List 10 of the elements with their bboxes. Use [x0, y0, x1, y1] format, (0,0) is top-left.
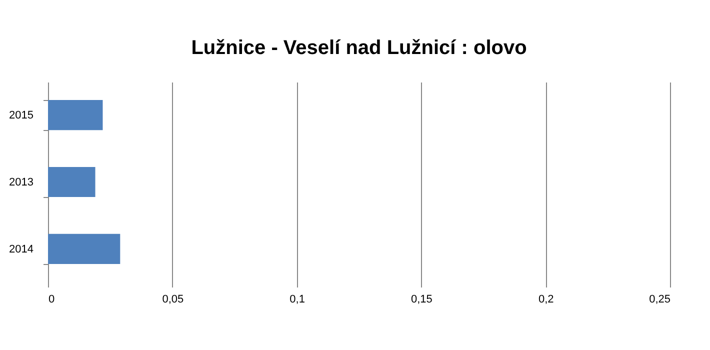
y-tick-label: 2014	[9, 243, 34, 256]
x-tick-label: 0,05	[162, 294, 184, 306]
y-tick-label: 2013	[9, 176, 34, 188]
chart-title: Lužnice - Veselí nad Lužnicí : olovo	[191, 37, 527, 59]
x-tick-label: 0,2	[538, 294, 554, 306]
x-tick-label: 0,1	[290, 294, 305, 306]
x-tick-label: 0,25	[649, 294, 670, 306]
y-tick-label: 2015	[9, 110, 34, 122]
x-tick-label: 0,15	[410, 294, 432, 306]
x-tick-label: 0	[48, 294, 55, 306]
